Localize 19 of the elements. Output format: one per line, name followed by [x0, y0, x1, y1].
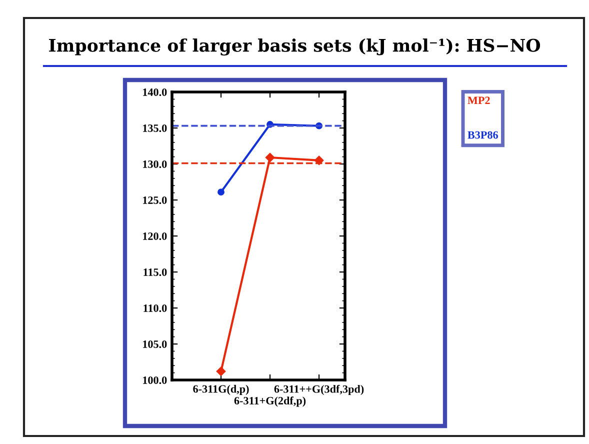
- y-tick-label: 140.0: [143, 88, 167, 96]
- y-tick-label: 120.0: [143, 232, 167, 240]
- chart-title: Importance of larger basis sets (kJ mol⁻¹): HS−NO: [49, 38, 540, 56]
- x-tick-label: 6-311+G(2df,p): [234, 396, 306, 407]
- y-tick-label: 100.0: [143, 376, 167, 384]
- x-tick-label: 6-311++G(3df,3pd): [274, 384, 364, 396]
- text: B3P86: [468, 131, 498, 139]
- y-tick-label: 130.0: [143, 160, 167, 168]
- point: [216, 366, 226, 376]
- point: [265, 152, 275, 162]
- y-tick-label: 110.0: [144, 304, 167, 312]
- x-tick-label: 6-311G(d,p): [193, 384, 249, 395]
- point: [314, 156, 324, 166]
- point: [218, 188, 224, 196]
- text: MP2: [468, 96, 490, 104]
- y-tick-label: 115.0: [144, 268, 167, 276]
- y-tick-label: 135.0: [143, 124, 167, 132]
- y-tick-label: 125.0: [143, 196, 167, 204]
- y-tick-label: 105.0: [143, 340, 167, 348]
